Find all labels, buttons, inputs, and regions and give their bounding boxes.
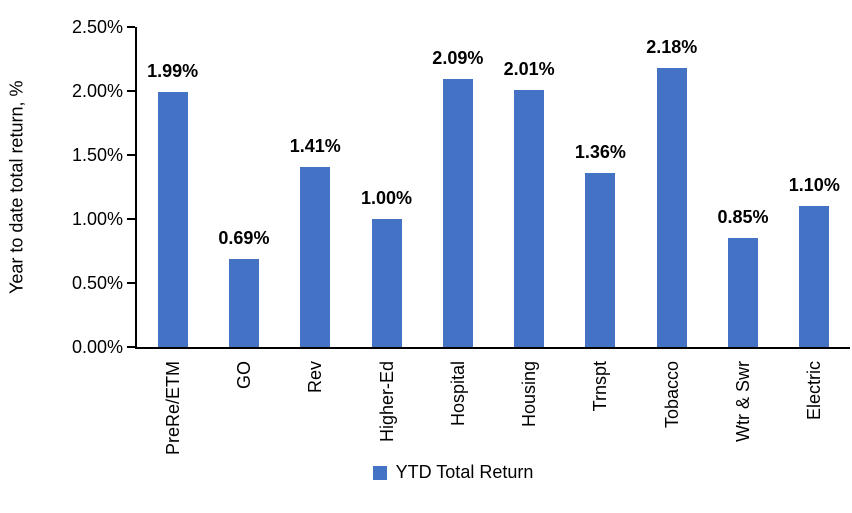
x-axis-label: Tobacco bbox=[661, 361, 682, 429]
legend-label: YTD Total Return bbox=[395, 462, 534, 482]
bar bbox=[585, 172, 616, 347]
bar-value-label: 2.09% bbox=[432, 48, 484, 69]
x-axis-label: Hospital bbox=[447, 361, 468, 427]
bar bbox=[799, 206, 830, 347]
bar bbox=[157, 92, 188, 347]
y-tick-mark bbox=[127, 26, 135, 28]
x-axis-label: Housing bbox=[519, 361, 540, 428]
y-tick-label: 2.50% bbox=[71, 17, 123, 37]
y-axis-title: Year to date total return, % bbox=[6, 80, 27, 294]
x-axis-label-slot: Rev bbox=[280, 361, 351, 455]
bar-value-label: 1.00% bbox=[361, 188, 413, 208]
x-axis-label: Wtr & Swr bbox=[733, 361, 754, 442]
legend-swatch-icon bbox=[372, 465, 387, 480]
x-axis-label-slot: Hospital bbox=[422, 361, 493, 455]
x-axis-label-slot: PreRe/ETM bbox=[137, 361, 208, 455]
legend: YTD Total Return bbox=[27, 462, 852, 483]
y-tick-mark bbox=[127, 154, 135, 156]
bar bbox=[514, 89, 545, 347]
bar bbox=[228, 258, 259, 347]
x-axis-label: Rev bbox=[305, 361, 326, 394]
bar-value-label: 1.10% bbox=[788, 175, 840, 196]
bar-slot: 0.85% bbox=[707, 27, 778, 347]
bar-value-label: 0.85% bbox=[717, 207, 769, 228]
bar bbox=[728, 238, 759, 347]
plot-area: 1.99% 0.69% 1.41% 1.00% 2.09% 2.01% 1.36% 2.18%… bbox=[127, 26, 850, 349]
bar-slot: 2.01% bbox=[493, 27, 564, 347]
bar-slot: 0.69% bbox=[208, 27, 279, 347]
bar bbox=[442, 79, 473, 347]
bar-value-label: 0.69% bbox=[218, 227, 270, 248]
x-axis-labels: PreRe/ETM GO Rev Higher-Ed Hospital Housing Tr… bbox=[137, 361, 850, 455]
x-axis-label-slot: Electric bbox=[779, 361, 850, 455]
y-tick-mark bbox=[127, 90, 135, 92]
y-tick-label: 0.00% bbox=[71, 337, 123, 357]
x-axis-label: PreRe/ETM bbox=[162, 361, 183, 456]
bar-value-label: 2.18% bbox=[646, 36, 698, 57]
x-axis-label-slot: Higher-Ed bbox=[351, 361, 422, 455]
x-axis-label-slot: Tobacco bbox=[636, 361, 707, 455]
y-tick-mark bbox=[127, 282, 135, 284]
x-axis-label: Higher-Ed bbox=[376, 361, 397, 443]
bar-slot: 2.18% bbox=[636, 27, 707, 347]
bar-slot: 2.09% bbox=[422, 27, 493, 347]
y-tick-mark bbox=[127, 218, 135, 220]
bar bbox=[656, 67, 687, 347]
bar-value-label: 1.99% bbox=[147, 61, 199, 82]
bar-slot: 1.36% bbox=[565, 27, 636, 347]
x-axis-label: GO bbox=[233, 361, 254, 390]
bar bbox=[300, 166, 331, 347]
bar-slot: 1.99% bbox=[137, 27, 208, 347]
bar-slot: 1.10% bbox=[779, 27, 850, 347]
bar-value-label: 1.41% bbox=[289, 135, 341, 156]
bar-value-label: 2.01% bbox=[503, 58, 555, 79]
y-tick-label: 0.50% bbox=[71, 273, 123, 293]
bar-slot: 1.41% bbox=[280, 27, 351, 347]
y-tick-label: 2.00% bbox=[71, 81, 123, 101]
x-axis-label: Electric bbox=[804, 361, 825, 421]
bar-series: 1.99% 0.69% 1.41% 1.00% 2.09% 2.01% 1.36% 2.18%… bbox=[137, 27, 850, 347]
y-tick-label: 1.50% bbox=[71, 145, 123, 165]
bar-slot: 1.00% bbox=[351, 27, 422, 347]
x-axis-label-slot: Wtr & Swr bbox=[707, 361, 778, 455]
bar bbox=[371, 219, 402, 347]
x-axis-label: Trnspt bbox=[590, 361, 611, 412]
x-axis-label-slot: GO bbox=[208, 361, 279, 455]
y-tick-label: 1.00% bbox=[71, 209, 123, 229]
y-tick-mark bbox=[127, 346, 135, 348]
bar-value-label: 1.36% bbox=[574, 141, 626, 162]
x-axis-label-slot: Housing bbox=[493, 361, 564, 455]
x-axis-label-slot: Trnspt bbox=[565, 361, 636, 455]
